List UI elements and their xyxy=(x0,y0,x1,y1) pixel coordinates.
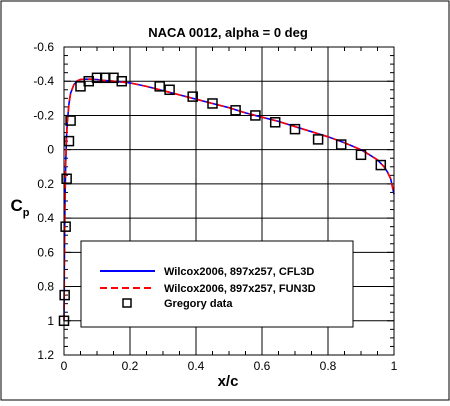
data-marker xyxy=(60,221,71,232)
data-marker xyxy=(375,159,387,171)
y-tick-label: -0.2 xyxy=(33,108,54,122)
tick-layer: 0 0.2 0.4 0.6 0.8 1 -0.6 -0.4 -0.2 0 0.2 0.4 0.6 0.8 1… xyxy=(33,40,397,373)
x-tick-label: 0.8 xyxy=(320,359,337,373)
x-tick-label: 0.2 xyxy=(122,359,139,373)
data-marker xyxy=(312,134,324,145)
data-marker xyxy=(116,75,127,87)
legend-label-fun3d: Wilcox2006, 897x257, FUN3D xyxy=(164,283,316,295)
y-tick-label: 1.2 xyxy=(37,348,54,362)
data-marker xyxy=(289,123,301,135)
x-tick-label: 0.4 xyxy=(188,359,205,373)
y-axis-label-subscript: p xyxy=(23,207,30,219)
y-tick-label: 1 xyxy=(47,314,54,328)
data-marker xyxy=(164,84,175,96)
legend-label-gregory: Gregory data xyxy=(164,298,233,310)
y-tick-label: -0.4 xyxy=(33,74,54,88)
data-marker xyxy=(230,105,241,116)
chart-title: NACA 0012, alpha = 0 deg xyxy=(148,25,308,40)
series-layer xyxy=(63,78,395,321)
y-axis-label: Cp xyxy=(10,196,29,219)
x-axis-label: x/c xyxy=(218,373,239,390)
x-tick-label: 1 xyxy=(391,359,398,373)
data-marker xyxy=(207,98,218,109)
y-tick-label: 0 xyxy=(47,143,54,157)
data-marker xyxy=(355,149,367,161)
plot-border xyxy=(63,46,395,356)
y-tick-label: 0.6 xyxy=(37,245,54,259)
data-marker xyxy=(65,115,76,126)
data-marker xyxy=(59,289,70,301)
legend-label-cfl3d: Wilcox2006, 897x257, CFL3D xyxy=(164,266,314,278)
y-tick-label: 0.8 xyxy=(37,280,54,294)
x-tick-label: 0 xyxy=(61,359,68,373)
data-marker xyxy=(335,139,347,150)
legend-swatch-gregory xyxy=(122,298,132,308)
y-tick-label: 0.2 xyxy=(37,177,54,191)
x-tick-label: 0.6 xyxy=(254,359,271,373)
data-marker xyxy=(187,91,198,102)
data-marker xyxy=(61,173,72,185)
y-axis-label-main: C xyxy=(10,196,22,215)
data-marker xyxy=(250,110,261,121)
series-line-1 xyxy=(63,78,395,321)
data-marker xyxy=(269,117,281,128)
legend: Wilcox2006, 897x257, CFL3D Wilcox2006, 8… xyxy=(80,240,354,328)
y-tick-label: -0.6 xyxy=(33,40,54,54)
legend-box xyxy=(80,240,354,328)
data-marker xyxy=(154,81,165,92)
y-tick-label: 0.4 xyxy=(37,211,54,225)
